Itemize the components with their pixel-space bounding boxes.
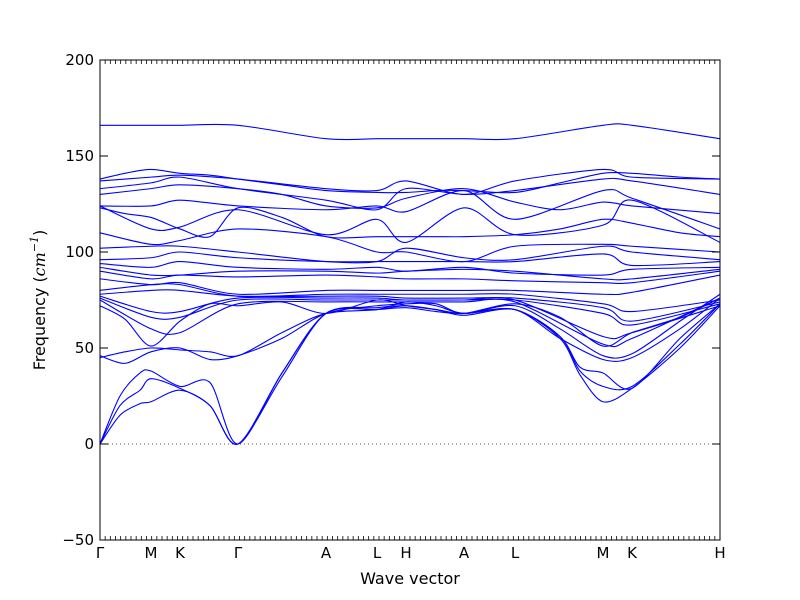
y-axis-title-unit: cm [30,252,49,276]
x-tick-label: L [373,544,382,562]
x-tick-label: H [714,544,725,562]
plot-frame [99,59,721,541]
y-axis-title: Frequency (cm−1) [28,230,49,371]
y-tick-labels: −50 0 50 100 150 200 [62,51,94,549]
x-tick-label: Γ [234,544,243,562]
phonon-branch-12 [99,261,721,276]
ticks-layer [99,59,721,541]
x-tick-label: K [627,544,638,562]
x-axis-title: Wave vector [360,569,460,588]
phonon-branch-14 [99,270,721,285]
phonon-branch-26 [99,305,721,445]
phonon-branch-5 [99,184,721,215]
phonon-branch-21 [99,297,721,347]
phonon-branch-22 [99,293,721,364]
x-tick-label: A [459,544,470,562]
x-tick-label: L [511,544,520,562]
x-tick-label: M [597,544,610,562]
phonon-branch-11 [99,251,721,267]
phonon-branch-2 [99,168,721,194]
series-layer [99,123,721,445]
y-axis-title-prefix: Frequency ( [30,276,49,370]
x-tick-label: M [145,544,158,562]
y-tick-label: 50 [75,339,94,357]
phonon-branch-18 [99,295,721,326]
phonon-branch-8 [99,199,721,243]
x-tick-label: K [175,544,186,562]
phonon-branch-3 [99,168,721,195]
y-axis-title-suffix: ) [30,230,49,236]
y-tick-label: 0 [84,435,94,453]
y-tick-label: 200 [65,51,94,69]
phonon-branch-6 [99,189,721,230]
phonon-branch-17 [99,289,721,322]
x-tick-label: H [400,544,411,562]
x-tick-label: A [321,544,332,562]
phonon-branch-25 [99,303,721,445]
phonon-branch-4 [99,176,721,211]
phonon-branch-23 [99,297,721,362]
y-axis-title-exponent: −1 [28,236,41,252]
x-tick-label: Γ [96,544,105,562]
y-tick-label: −50 [62,531,94,549]
y-tick-label: 150 [65,147,94,165]
phonon-branch-15 [99,274,721,296]
y-tick-label: 100 [65,243,94,261]
phonon-branch-7 [99,206,721,239]
phonon-branch-1 [100,123,721,141]
phonon-branch-24 [99,303,721,445]
phonon-branch-19 [99,297,721,340]
phonon-branch-16 [99,283,721,313]
phonon-branch-10 [99,245,721,264]
